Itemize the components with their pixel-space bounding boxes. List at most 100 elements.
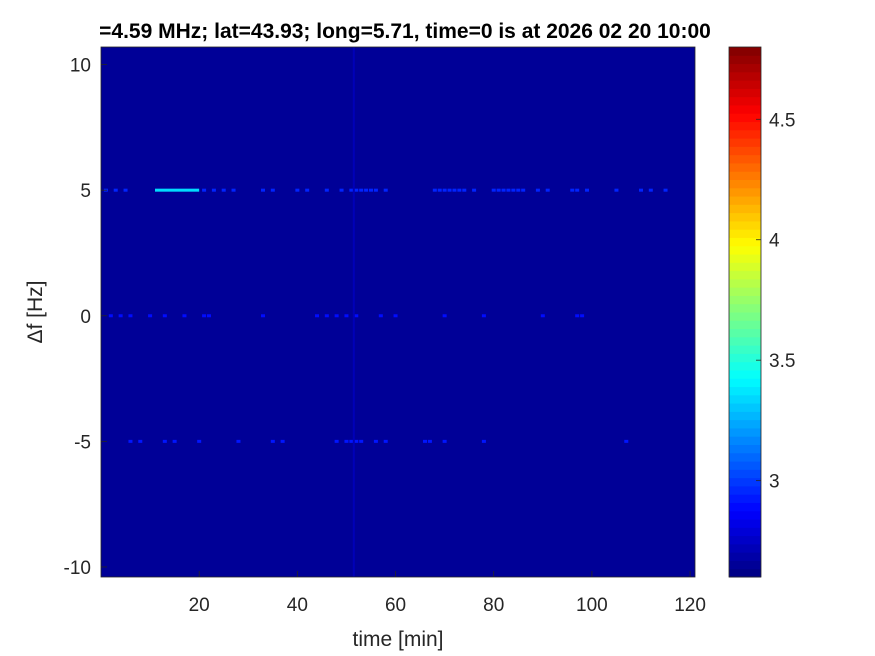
signal-point xyxy=(344,314,349,318)
colorbar-swatch xyxy=(729,287,761,296)
signal-point xyxy=(344,439,349,443)
colorbar-swatch xyxy=(729,502,761,512)
signal-point xyxy=(496,188,501,192)
x-tick-label: 100 xyxy=(576,595,608,616)
colorbar-swatch xyxy=(729,121,761,131)
colorbar-swatch xyxy=(729,427,761,437)
signal-point xyxy=(236,439,241,443)
signal-point xyxy=(261,314,265,318)
signal-point xyxy=(334,439,339,443)
signal-point xyxy=(324,188,329,192)
colorbar-swatch xyxy=(729,345,761,354)
y-axis-label: Δf [Hz] xyxy=(24,280,47,343)
signal-point xyxy=(452,188,457,192)
signal-point xyxy=(545,188,550,192)
y-tick-label: 10 xyxy=(70,56,91,77)
colorbar-swatch xyxy=(729,568,761,578)
colorbar-swatch xyxy=(729,444,761,454)
colorbar-swatch xyxy=(729,270,761,280)
heatmap-background xyxy=(101,47,695,577)
signal-point xyxy=(506,188,511,192)
colorbar-tick-label: 4.5 xyxy=(769,110,795,131)
signal-point xyxy=(373,188,378,192)
signal-point xyxy=(261,188,265,192)
signal-point xyxy=(575,314,580,318)
signal-point xyxy=(295,188,300,192)
signal-point xyxy=(221,188,226,192)
signal-point xyxy=(349,188,354,192)
signal-point xyxy=(457,188,462,192)
signal-point xyxy=(202,314,207,318)
signal-point xyxy=(354,439,359,443)
signal-point xyxy=(585,188,589,192)
colorbar-swatch xyxy=(729,237,761,247)
colorbar-swatch xyxy=(729,96,761,106)
signal-point xyxy=(432,188,437,192)
colorbar-frame xyxy=(728,46,762,578)
colorbar-swatch xyxy=(729,229,761,238)
colorbar-swatch xyxy=(729,386,761,396)
signal-point xyxy=(663,188,668,192)
y-tick-label: -10 xyxy=(64,558,91,579)
y-tick-label: -5 xyxy=(74,432,91,453)
signal-point xyxy=(580,314,585,318)
heatmap-area xyxy=(101,47,695,577)
colorbar-swatch xyxy=(729,63,761,73)
x-axis: 20 40 60 80 100 120 xyxy=(189,571,706,616)
signal-point xyxy=(393,314,398,318)
signal-point xyxy=(123,188,128,192)
signal-point xyxy=(540,314,545,318)
colorbar-swatch xyxy=(729,552,761,561)
colorbar-swatch xyxy=(729,262,761,272)
signal-point xyxy=(207,314,211,318)
signal-point xyxy=(481,439,486,443)
colorbar-swatch xyxy=(729,320,761,330)
colorbar-swatch xyxy=(729,179,761,189)
signal-point xyxy=(324,314,329,318)
signal-point xyxy=(270,439,275,443)
signal-point xyxy=(128,439,133,443)
signal-point xyxy=(211,188,216,192)
colorbar-swatch xyxy=(729,369,761,379)
colorbar-swatch xyxy=(729,129,761,139)
signal-point xyxy=(354,188,359,192)
colorbar-swatch xyxy=(729,535,761,545)
signal-point xyxy=(575,188,580,192)
x-tick-label: 20 xyxy=(189,595,210,616)
x-tick-label: 60 xyxy=(385,595,406,616)
colorbar-swatch xyxy=(729,543,761,553)
colorbar-swatch xyxy=(729,411,761,421)
signal-point xyxy=(624,439,629,443)
signal-point xyxy=(162,314,167,318)
signal-point xyxy=(521,188,526,192)
signal-point xyxy=(511,188,516,192)
colorbar-swatch xyxy=(729,154,761,164)
signal-point xyxy=(354,314,359,318)
colorbar-swatch xyxy=(729,220,761,230)
signal-point xyxy=(481,314,486,318)
colorbar-swatch xyxy=(729,71,761,81)
colorbar-tick-label: 3.5 xyxy=(769,351,795,372)
colorbar-swatch xyxy=(729,47,761,56)
signal-point xyxy=(359,439,364,443)
colorbar-swatch xyxy=(729,419,761,429)
signal-point xyxy=(462,188,467,192)
colorbar-swatch xyxy=(729,187,761,197)
colorbar-swatch xyxy=(729,494,761,503)
colorbar-tick-label: 3 xyxy=(769,472,780,493)
signal-point xyxy=(501,188,506,192)
signal-point xyxy=(138,439,143,443)
colorbar-swatch xyxy=(729,394,761,404)
signal-point xyxy=(128,314,133,318)
colorbar-swatch xyxy=(729,378,761,388)
colorbar-swatch xyxy=(729,560,761,570)
chart-title: =4.59 MHz; lat=43.93; long=5.71, time=0 … xyxy=(99,20,711,43)
signal-point xyxy=(648,188,653,192)
signal-point xyxy=(172,439,177,443)
colorbar: 3 3.5 4 4.5 xyxy=(728,46,795,578)
signal-point xyxy=(442,188,447,192)
signal-point xyxy=(202,188,207,192)
colorbar-swatch xyxy=(729,196,761,205)
colorbar-swatch xyxy=(729,527,761,537)
